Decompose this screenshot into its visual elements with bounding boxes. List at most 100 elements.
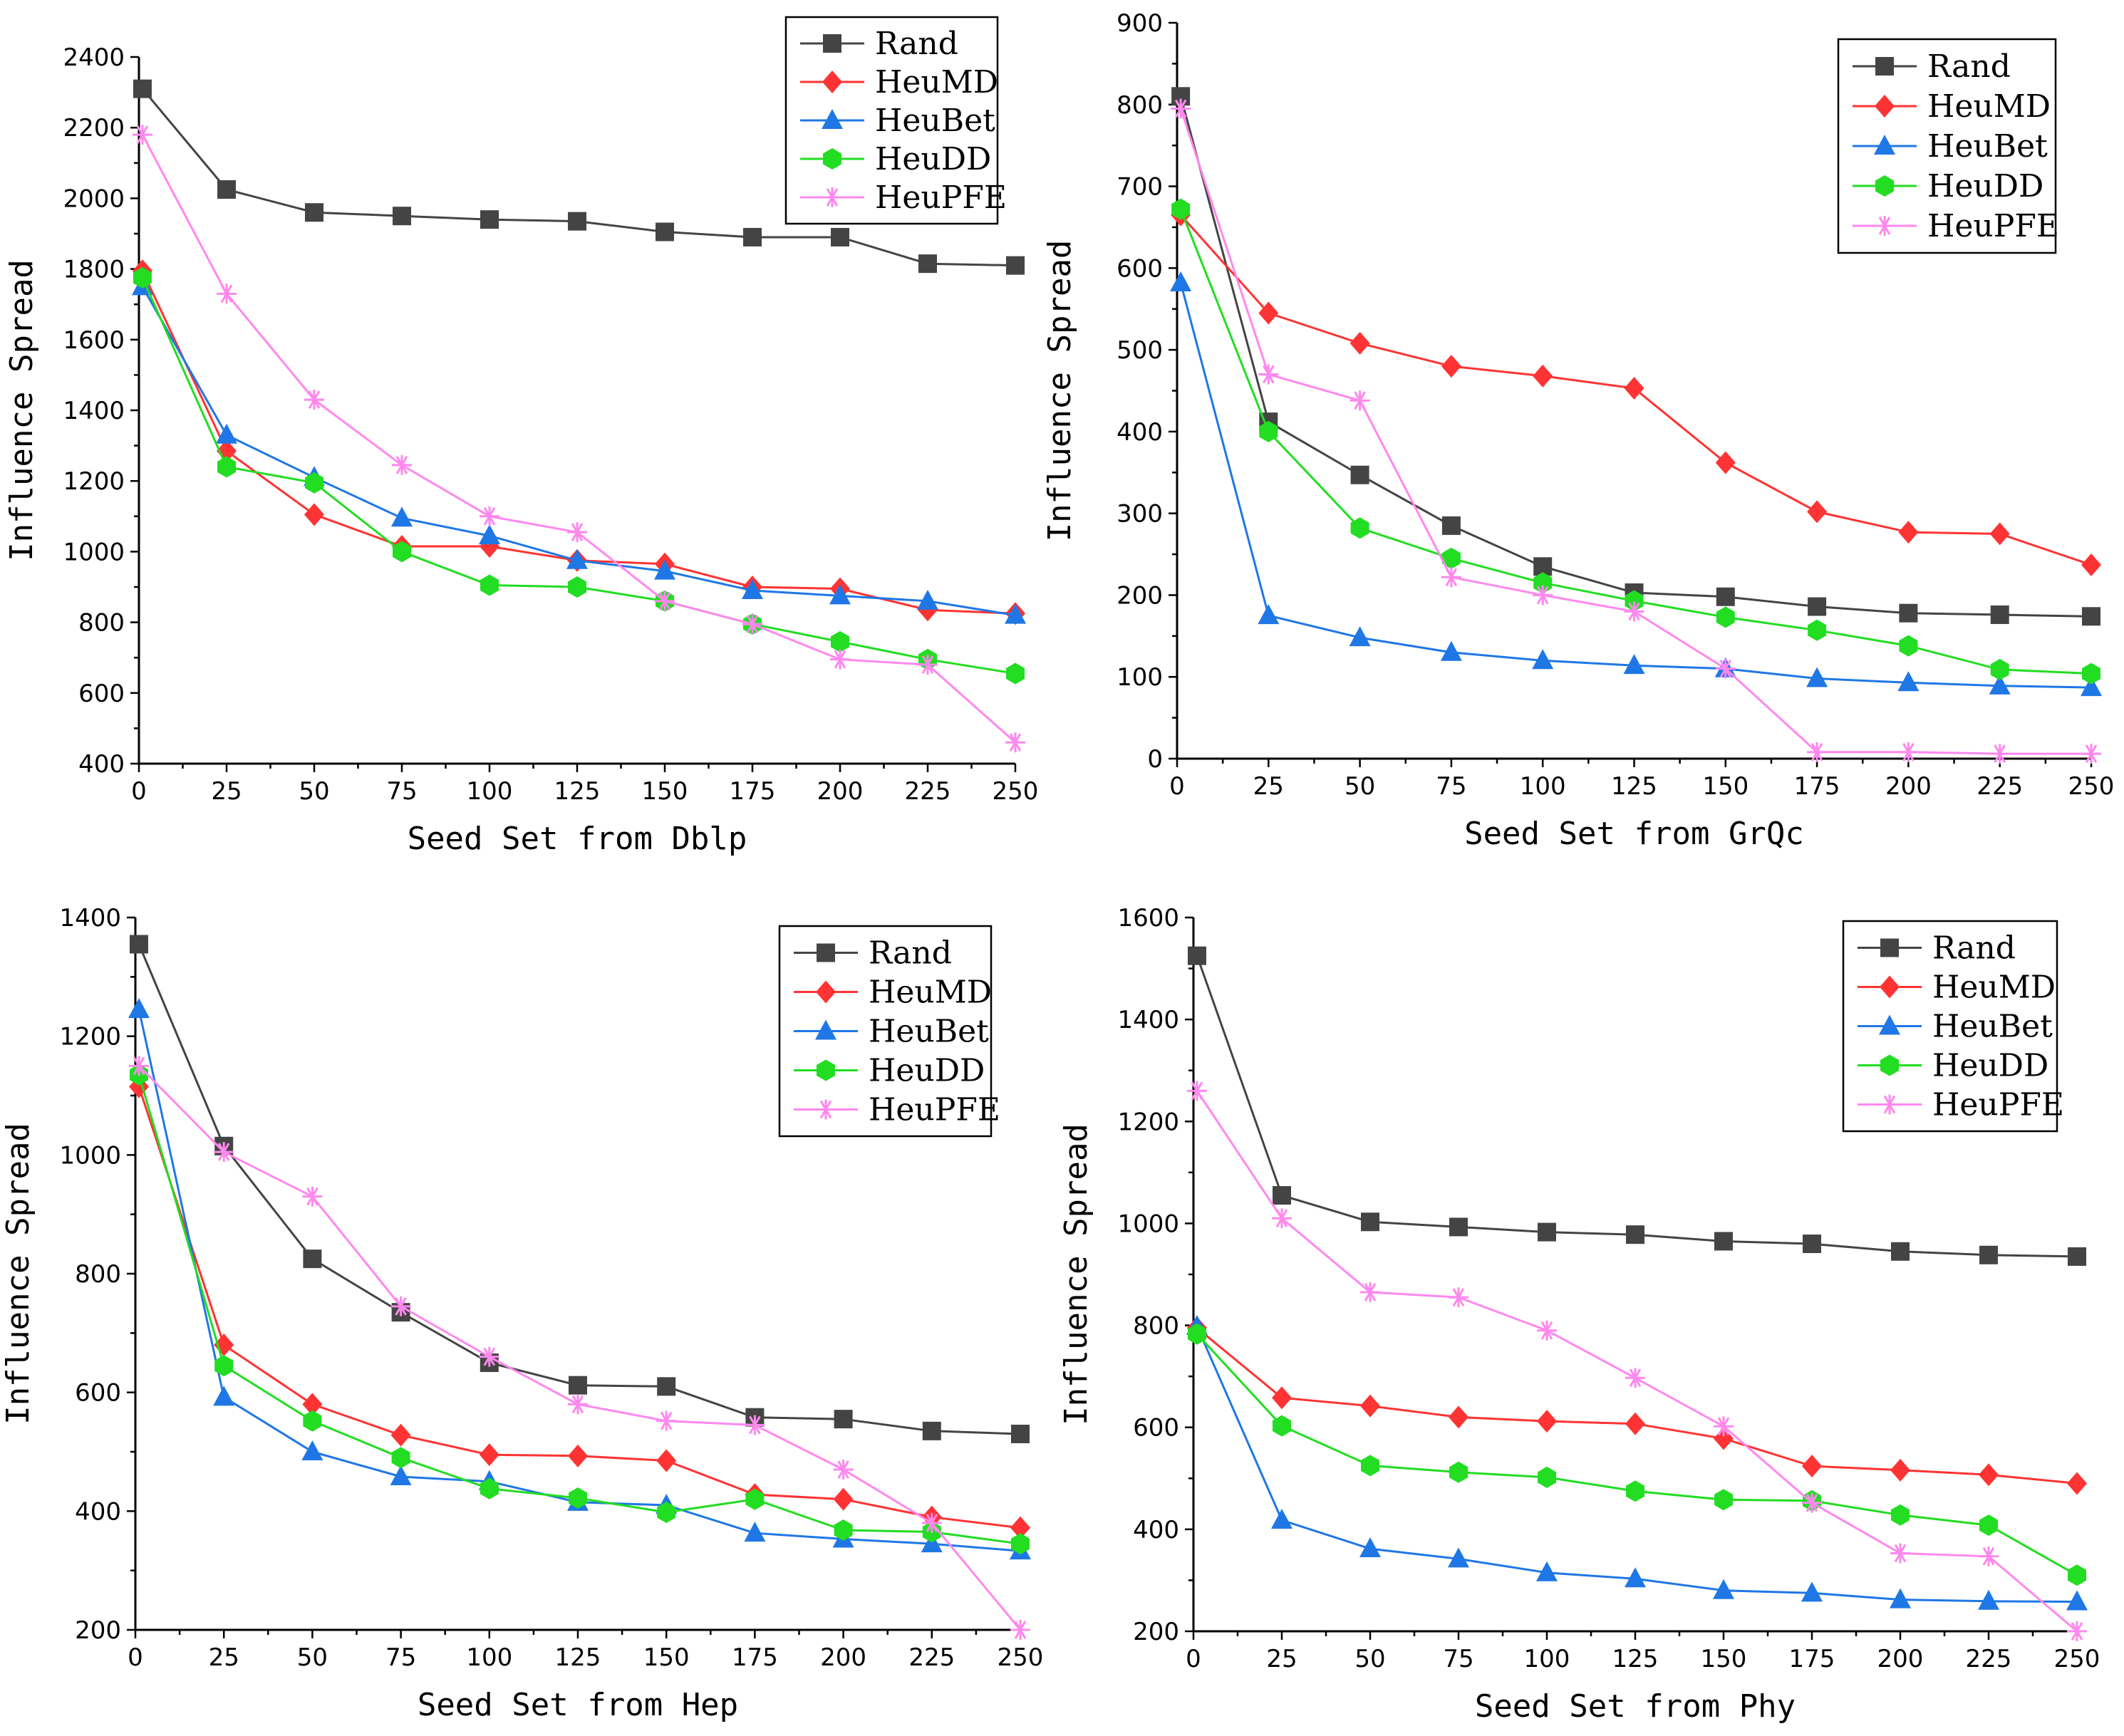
data-point-heubet [301,1440,323,1460]
x-tick-label: 150 [1702,772,1749,801]
data-point-rand [1716,587,1735,606]
x-tick-label: 75 [386,777,417,806]
data-point-heupfe [1272,1208,1292,1229]
y-tick-label: 300 [1117,500,1163,529]
data-point-heupfe [1010,1620,1030,1640]
data-point-rand [1011,1425,1030,1443]
chart-phy: 200 400 600 800 1000 1200 1400 1600 0 25 50 75 100 12… [1058,904,2100,1725]
y-tick-label: 1800 [63,256,125,284]
data-point-rand [1990,605,2009,624]
data-point-heupfe [302,1186,323,1207]
legend-label-rand: Rand [869,935,952,972]
data-point-rand [393,207,411,226]
x-tick-label: 75 [385,1643,416,1672]
y-tick-label: 1600 [1117,904,1179,932]
data-point-heupfe [656,1410,677,1431]
legend-marker-rand [1880,938,1899,957]
series-line-heudd [138,1074,1021,1545]
x-tick-label: 125 [554,777,601,806]
data-point-heudd [1808,619,1827,641]
data-point-heumd [1625,1412,1645,1435]
data-point-rand [133,79,152,98]
y-tick-label: 0 [1147,745,1163,774]
y-tick-label: 700 [1117,173,1163,202]
y-tick-label: 800 [78,609,125,638]
x-tick-label: 225 [1966,1645,2012,1673]
x-tick-label: 200 [820,1643,866,1672]
data-point-heumd [1715,451,1736,474]
legend-label-rand: Rand [1927,48,2011,85]
y-tick-label: 800 [1117,91,1163,120]
data-point-heubet [654,559,675,580]
data-point-heubet [1448,1547,1469,1568]
data-point-heubet [1625,1567,1646,1588]
y-tick-label: 900 [1117,9,1163,38]
data-point-heupfe [1449,1287,1468,1308]
data-point-heubet [1359,1537,1381,1558]
data-point-heudd [834,1519,853,1541]
data-point-heubet [2066,1590,2088,1611]
data-point-rand [1361,1212,1379,1232]
data-point-heudd [305,472,323,494]
data-point-heubet [917,589,938,610]
data-point-rand [1891,1242,1910,1261]
data-point-heumd [2081,553,2101,576]
data-point-heupfe [480,506,499,526]
y-tick-label: 800 [1133,1312,1179,1341]
data-point-heubet [742,578,763,599]
data-point-rand [834,1410,853,1429]
series-line-heudd [141,277,1016,675]
legend-label-heupfe: HeuPFE [1932,1087,2064,1123]
data-point-heubet [391,506,413,527]
data-point-heudd [1979,1514,1998,1537]
data-point-heupfe [132,125,152,145]
data-point-heupfe [214,1142,234,1163]
data-point-heubet [2081,676,2102,697]
x-tick-label: 150 [1701,1645,1747,1673]
legend-label-heumd: HeuMD [869,974,992,1011]
x-tick-label: 175 [1789,1645,1835,1673]
data-point-heupfe [1624,601,1644,622]
y-axis-label: Influence Spread [0,1123,36,1425]
data-point-heudd [214,1355,234,1377]
data-point-heumd [568,1444,588,1467]
y-tick-label: 400 [78,750,125,779]
data-point-heudd [1449,1461,1468,1483]
legend-label-heubet: HeuBet [875,103,995,139]
x-tick-label: 225 [905,777,951,806]
data-point-heudd [480,574,499,596]
series-line-heudd [1196,1333,2078,1576]
data-point-heudd [1273,1415,1291,1437]
y-tick-label: 2000 [63,184,125,213]
data-point-heumd [833,1487,854,1511]
x-tick-label: 200 [1885,772,1932,801]
y-tick-label: 400 [1133,1516,1179,1544]
data-point-heumd [390,1423,411,1447]
data-point-heubet [213,1386,235,1406]
data-point-rand [1899,603,1918,623]
legend-label-heumd: HeuMD [875,64,998,100]
data-point-heudd [480,1477,499,1499]
data-point-heubet [479,524,500,545]
data-point-heupfe [918,655,938,675]
legend-label-heupfe: HeuPFE [869,1092,1000,1128]
legend-label-heudd: HeuDD [1932,1048,2048,1084]
data-point-rand [1626,1225,1644,1244]
data-point-rand [656,222,674,241]
x-tick-label: 250 [2054,1645,2100,1673]
y-tick-label: 100 [1117,663,1163,692]
data-point-heupfe [217,284,237,304]
legend-label-heubet: HeuBet [869,1014,989,1050]
data-point-heubet [829,584,851,605]
x-tick-label: 250 [993,777,1039,806]
legend-marker-heupfe [822,187,842,207]
legend-label-heupfe: HeuPFE [1927,208,2059,244]
y-tick-label: 600 [1117,254,1163,283]
data-point-heumd [1010,1516,1030,1539]
legend-marker-heubet [822,109,843,129]
data-point-heudd [1716,606,1735,628]
data-point-rand [217,180,236,199]
data-point-heupfe [1802,1492,1822,1513]
y-axis-label: Influence Spread [4,259,40,561]
data-point-rand [305,203,323,222]
